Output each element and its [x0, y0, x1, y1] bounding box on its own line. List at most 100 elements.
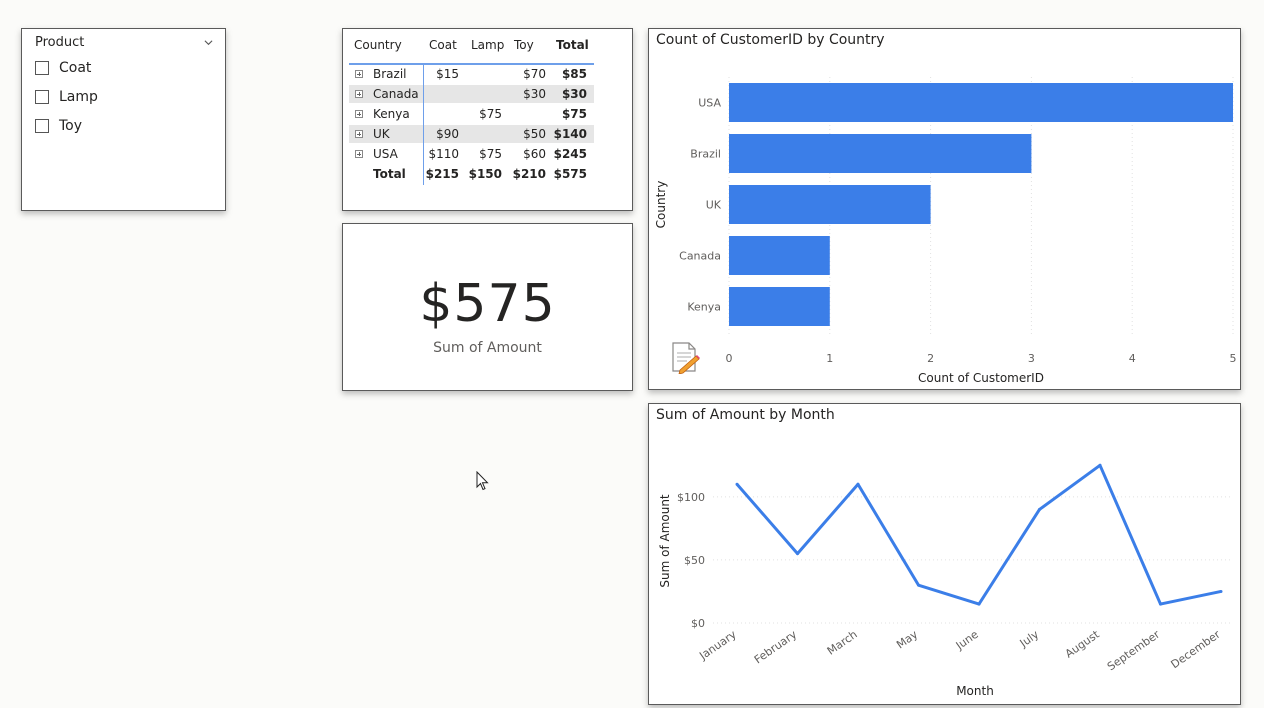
sum-of-amount-card: $575 Sum of Amount: [342, 223, 633, 391]
y-tick-label: Kenya: [687, 301, 721, 314]
matrix-row-label: USA: [373, 147, 398, 161]
matrix-header-lamp[interactable]: Lamp: [471, 38, 505, 52]
x-tick-label: September: [1105, 628, 1163, 674]
x-axis-title: Month: [956, 684, 994, 698]
matrix-total-cell: $210: [512, 167, 546, 181]
data-point: [1159, 602, 1162, 606]
bar[interactable]: [729, 83, 1233, 122]
report-edit-icon[interactable]: [667, 340, 701, 374]
x-tick-label: 5: [1230, 352, 1237, 365]
matrix-header-coat[interactable]: Coat: [429, 38, 457, 52]
x-tick-label: 2: [927, 352, 934, 365]
slicer-option-lamp[interactable]: Lamp: [35, 87, 98, 107]
chevron-down-icon[interactable]: [204, 38, 213, 47]
x-tick-label: 4: [1129, 352, 1136, 365]
y-tick-label: $100: [677, 491, 705, 504]
kpi-value: $575: [419, 274, 556, 334]
bar[interactable]: [729, 236, 830, 275]
x-tick-label: August: [1063, 627, 1103, 660]
matrix-cell: $60: [523, 147, 546, 161]
expand-icon[interactable]: [355, 130, 363, 138]
expand-icon[interactable]: [355, 90, 363, 98]
slicer-title: Product: [35, 35, 85, 50]
row-stripe: [349, 125, 594, 143]
matrix-header-toy[interactable]: Toy: [514, 38, 534, 52]
matrix-row-label: Brazil: [373, 67, 407, 81]
matrix-cell: $90: [436, 127, 459, 141]
row-header-divider: [423, 65, 424, 185]
x-tick-label: May: [894, 628, 920, 652]
x-tick-label: July: [1017, 628, 1042, 651]
series-line: [735, 463, 1222, 606]
checkbox[interactable]: [35, 90, 49, 104]
expand-icon[interactable]: [355, 110, 363, 118]
x-tick-label: December: [1169, 628, 1224, 672]
matrix-cell-total: $85: [561, 67, 587, 81]
matrix-cell: $50: [523, 127, 546, 141]
x-tick-label: 3: [1028, 352, 1035, 365]
x-axis-title: Count of CustomerID: [918, 371, 1044, 385]
slicer-option-label: Coat: [59, 60, 92, 76]
checkbox[interactable]: [35, 119, 49, 133]
data-point: [796, 552, 799, 556]
y-tick-label: Brazil: [690, 148, 721, 161]
matrix-header-country[interactable]: Country: [354, 38, 402, 52]
y-axis-title: Country: [654, 181, 668, 229]
x-tick-label: March: [825, 628, 860, 658]
data-point: [1219, 589, 1223, 593]
count-by-country-chart: Count of CustomerID by Country 0 1 2 3 4 5 USA…: [648, 28, 1241, 390]
matrix-cell: $75: [479, 147, 502, 161]
data-point: [1038, 507, 1041, 511]
matrix-cell: $15: [436, 67, 459, 81]
matrix-header-total[interactable]: Total: [556, 38, 589, 52]
y-tick-label: UK: [706, 199, 722, 212]
bar[interactable]: [729, 185, 931, 224]
bar[interactable]: [729, 134, 1032, 173]
matrix-cell-total: $30: [561, 87, 587, 101]
matrix-row-label: UK: [373, 127, 390, 141]
country-product-matrix: Country Coat Lamp Toy Total Brazil $15 $…: [342, 28, 633, 211]
x-tick-label: June: [953, 628, 981, 653]
header-divider: [349, 63, 594, 65]
data-point: [856, 482, 860, 486]
matrix-total-cell: $150: [468, 167, 502, 181]
matrix-total-cell: $215: [425, 167, 459, 181]
x-tick-label: 1: [826, 352, 833, 365]
line-chart-plot: $0 $50 $100 January February March May June July…: [658, 463, 1233, 698]
matrix-row-label: Kenya: [373, 107, 410, 121]
chart-title: Count of CustomerID by Country: [656, 32, 885, 48]
matrix-cell: $70: [523, 67, 546, 81]
x-tick-label: 0: [726, 352, 733, 365]
data-point: [735, 482, 739, 486]
data-point: [917, 583, 920, 587]
bar-chart-plot: 0 1 2 3 4 5 USA Brazil UK Canada Kenya Count of Cus…: [654, 77, 1237, 385]
sum-by-month-chart: Sum of Amount by Month $0 $50 $100 January F…: [648, 403, 1241, 705]
matrix-cell-total: $245: [553, 147, 587, 161]
y-tick-label: $50: [684, 554, 705, 567]
y-tick-label: USA: [698, 97, 721, 110]
row-stripe: [349, 85, 594, 103]
slicer-option-coat[interactable]: Coat: [35, 58, 91, 78]
slicer-option-toy[interactable]: Toy: [35, 116, 82, 136]
matrix-grand-total: $575: [553, 167, 587, 181]
mouse-cursor-icon: [476, 471, 489, 491]
matrix-cell-total: $75: [561, 107, 587, 121]
y-tick-label: $0: [691, 617, 705, 630]
expand-icon[interactable]: [355, 150, 363, 158]
matrix-cell: $110: [428, 147, 459, 161]
matrix-cell: $30: [523, 87, 546, 101]
x-tick-label: February: [752, 628, 800, 667]
slicer-option-label: Toy: [59, 118, 83, 134]
matrix-cell-total: $140: [553, 127, 587, 141]
matrix-total-label: Total: [373, 167, 406, 181]
y-axis-title: Sum of Amount: [658, 494, 672, 588]
data-point: [977, 602, 981, 606]
y-tick-label: Canada: [679, 250, 721, 263]
data-point: [1098, 463, 1102, 467]
expand-icon[interactable]: [355, 70, 363, 78]
checkbox[interactable]: [35, 61, 49, 75]
chart-title: Sum of Amount by Month: [656, 407, 835, 423]
kpi-label: Sum of Amount: [433, 340, 542, 356]
bar[interactable]: [729, 287, 830, 326]
x-tick-label: January: [696, 628, 739, 663]
